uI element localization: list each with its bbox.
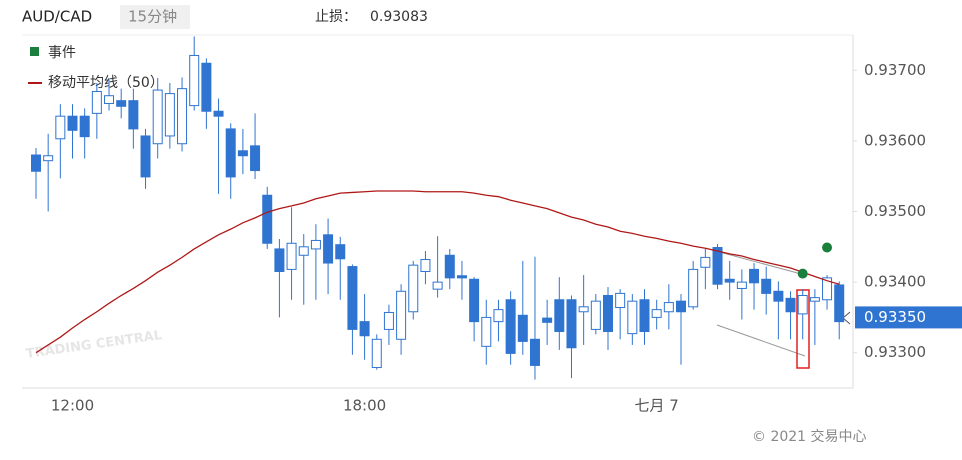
chart-subtitle: 15分钟 xyxy=(128,8,177,26)
candle-body xyxy=(627,300,638,335)
y-tick-label: 0.93600 xyxy=(864,131,926,149)
candle-body xyxy=(91,90,102,114)
candle-body xyxy=(651,309,662,318)
y-tick-label: 0.93700 xyxy=(864,61,926,79)
candle-body xyxy=(43,155,54,162)
candle-body xyxy=(822,277,833,301)
candle-body xyxy=(225,128,236,178)
pattern-line xyxy=(711,249,806,276)
candle-body xyxy=(298,246,309,256)
candle-body xyxy=(383,311,394,330)
candle-body xyxy=(724,278,735,283)
candle-body xyxy=(688,268,699,308)
candle-body xyxy=(456,275,467,279)
x-tick-label: 12:00 xyxy=(51,397,94,415)
candle-body xyxy=(736,281,747,289)
event-marker xyxy=(822,242,833,253)
candle-body xyxy=(700,256,711,268)
candle-body xyxy=(189,54,200,107)
candle-body xyxy=(761,278,772,294)
candle-body xyxy=(408,264,419,313)
candle-body xyxy=(809,297,820,302)
candle-body xyxy=(834,284,845,323)
candle-body xyxy=(615,292,626,309)
candle-body xyxy=(676,300,687,313)
candle-body xyxy=(286,242,297,270)
candle-body xyxy=(371,338,382,369)
candle-body xyxy=(359,321,370,337)
candle-body xyxy=(663,302,674,313)
legend-marker xyxy=(30,47,39,56)
current-price-label: 0.93350 xyxy=(864,308,926,326)
candle-body xyxy=(578,306,589,313)
candle-body xyxy=(590,300,601,330)
candle-body xyxy=(140,135,151,178)
legend-label: 事件 xyxy=(48,45,76,61)
pattern-line xyxy=(716,324,806,357)
candle-body xyxy=(493,309,504,323)
y-tick-label: 0.93300 xyxy=(864,343,926,361)
candle-body xyxy=(67,115,78,131)
candle-body xyxy=(177,88,188,145)
candle-body xyxy=(797,295,808,315)
candle-body xyxy=(432,281,443,290)
candle-body xyxy=(116,100,127,107)
candle-body xyxy=(554,299,565,333)
candle-body xyxy=(420,259,431,273)
stop-loss-label: 止损： xyxy=(315,9,357,25)
candle-body xyxy=(335,244,346,260)
candle-body xyxy=(505,299,516,354)
candle-body xyxy=(469,278,480,323)
candle-body xyxy=(481,316,492,347)
footer: © 2021 交易中心 xyxy=(752,428,867,445)
candle-body xyxy=(347,266,358,330)
candle-body xyxy=(79,115,90,138)
candle-body xyxy=(542,317,553,323)
candle-body xyxy=(310,239,321,250)
candle-body xyxy=(444,254,455,279)
candle-body xyxy=(31,154,41,172)
candle-body xyxy=(773,290,784,302)
candle-body xyxy=(529,338,540,366)
candle-body xyxy=(128,100,139,130)
candle-body xyxy=(250,145,261,172)
candle-body xyxy=(213,110,224,117)
candle-body xyxy=(785,297,796,313)
candle-body xyxy=(164,93,175,137)
candle-body xyxy=(712,247,723,285)
chart-title: AUD/CAD xyxy=(22,8,92,26)
timeframe-badge xyxy=(120,5,190,29)
stop-loss-value: 0.93083 xyxy=(370,9,428,25)
candle-body xyxy=(237,150,248,157)
candle-body xyxy=(517,314,528,342)
y-tick-label: 0.93400 xyxy=(864,273,926,291)
candle-body xyxy=(104,95,115,104)
y-tick-label: 0.93500 xyxy=(864,202,926,220)
candle-body xyxy=(201,62,212,112)
candle-body xyxy=(639,299,650,333)
x-tick-label: 七月 7 xyxy=(635,397,679,415)
candle-body xyxy=(274,248,285,273)
moving-average xyxy=(35,190,840,354)
legend-label: 移动平均线（50） xyxy=(48,75,164,91)
current-price-box xyxy=(855,306,962,329)
x-tick-label: 18:00 xyxy=(343,397,386,415)
candle-body xyxy=(602,295,613,333)
candle-body xyxy=(749,268,760,284)
candle-body xyxy=(323,234,334,264)
candle-body xyxy=(262,194,273,244)
watermark: TRADING CENTRAL xyxy=(25,328,163,362)
candle-body xyxy=(396,290,407,340)
candle-body xyxy=(152,89,163,145)
event-marker xyxy=(797,268,808,279)
candle-body xyxy=(55,115,66,140)
candle-body xyxy=(566,299,577,349)
